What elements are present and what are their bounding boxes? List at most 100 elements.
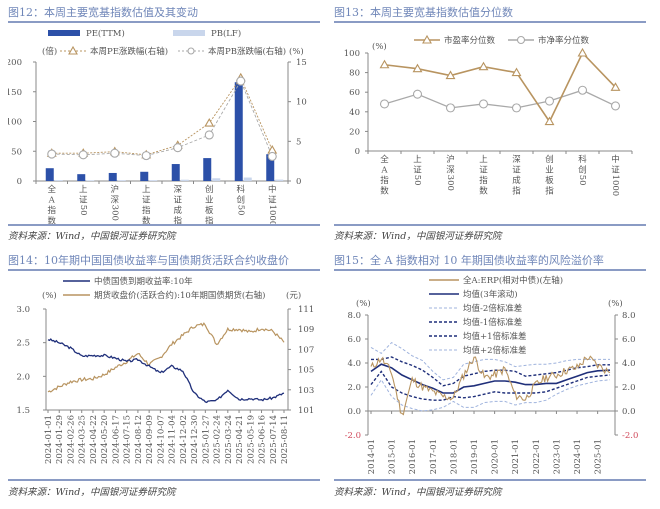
figure-12-chart: PE(TTM) PB(LF) (倍) 本周PE涨跌幅(右轴) 本周PB涨跌幅(右轴) (%… [8,28,307,225]
line-pb-percentile [384,89,616,109]
right-tick-label: 6.0 [622,335,636,345]
figure-title: 图15：全 A 指数相对 10 年期国债收益率的风险溢价率 [334,254,604,267]
figure-title: 图13：本周主要宽基指数估值分位数 [334,6,513,19]
title-divider [334,21,646,23]
line-mean-minus-1sd [370,370,611,401]
point-pb-change [47,149,57,159]
y-tick-label: 40 [349,108,360,118]
bar-pe [234,82,243,181]
x-tick-label: 2025-02-24 [213,415,223,464]
category-label-part: 数 [47,216,56,225]
y-tick-label: 0 [355,147,360,157]
category-label-part: 全 [47,184,56,195]
category-label-part: 业 [545,165,554,176]
legend-pb-chg-marker [187,47,195,55]
category-label-part: 证 [79,196,88,206]
category-label-part: 深 [110,196,119,206]
axis-unit: (%) [372,41,387,52]
x-tick-label: 2017-01 [429,439,439,474]
point-pb-percentile [511,103,522,113]
x-tick-label: 2014-01 [367,439,377,474]
source-note: 资料来源：Wind，中国银河证券研究院 [8,487,176,498]
category-label-part: A [48,196,56,206]
point-pb-change [78,150,88,160]
category-label-part: 上 [142,185,151,195]
category-label-part: 深 [446,166,455,176]
x-tick-label: 2025-01 [594,439,604,474]
legend-pe-swatch [48,30,80,36]
point-pe-percentile [577,47,588,57]
point-pb-percentile [577,85,588,95]
source-divider [334,479,646,481]
left-tick-label: 200 [8,58,22,68]
category-label-part: 中 [611,154,620,165]
legend-futures-label: 期货收盘价(活跃合约):10年期国债期货(右轴) [94,290,265,301]
left-tick-label: 2.0 [347,383,361,393]
line-futures-price [47,322,285,393]
legend-label: 均值-2倍标准差 [463,303,522,314]
right-tick-label: 101 [298,406,314,416]
point-pe-percentile [379,59,390,69]
category-label-part: 数 [142,216,151,225]
point-pb-change [173,143,183,153]
x-tick-label: 2024-12-02 [179,415,189,464]
bar-pb [275,179,284,181]
right-tick-label: 15 [296,58,307,68]
legend-pb-chg-label: 本周PB涨跌幅(右轴) [208,46,286,57]
category-label-part: 50 [412,175,422,186]
title-divider [8,269,320,271]
legend-pe-label: 市盈率分位数 [444,35,496,46]
category-label-part: 证 [142,196,151,206]
category-label-part: 指 [142,205,151,216]
right-axis-unit: (%) [289,46,304,57]
category-label-part: 板 [545,175,554,186]
y-tick-label: 20 [349,127,360,137]
x-tick-label: 2024-11-04 [168,415,178,464]
category-label-part: 创 [545,154,554,165]
x-tick-label: 2021-01 [511,439,521,474]
x-tick-label: 2023-01 [552,439,562,474]
x-tick-label: 2024-05-20 [100,415,110,464]
category-label-part: 指 [47,205,56,216]
x-tick-label: 2025-08-11 [280,415,290,464]
point-pe-percentile [544,116,555,126]
right-tick-label: 10 [296,98,307,108]
category-label-part: 证 [479,166,488,176]
y-tick-label: 80 [349,69,360,79]
point-pb-change [204,130,214,140]
legend-label: 均值+1倍标准差 [463,331,527,342]
x-tick-label: 2025-01-27 [201,415,211,464]
title-divider [8,21,320,23]
bar-pb [149,180,158,181]
category-label-part: 300 [445,175,455,191]
category-label-part: 成 [173,205,182,216]
left-tick-label: 150 [8,88,22,98]
right-tick-label: 8.0 [622,311,636,321]
x-tick-label: 2024-01-01 [44,415,54,464]
y-tick-label: 100 [344,49,360,59]
x-tick-label: 2025-07-14 [269,415,279,464]
category-label-part: 深 [173,185,182,195]
x-tick-label: 2024-06-17 [111,415,121,464]
line-mean-minus-2sd [370,378,611,412]
title-divider [334,269,646,271]
category-label-part: 指 [205,216,214,225]
point-pb-percentile [610,101,621,111]
category-label-part: 50 [235,205,245,216]
source-note: 资料来源：Wind，中国银河证券研究院 [334,231,502,242]
line-mean-plus-2sd [370,341,610,381]
x-tick-label: 2019-01 [470,439,480,474]
figure-title: 图12：本周主要宽基指数估值及其变动 [8,6,198,19]
right-tick-label: 103 [298,386,314,396]
point-pe-percentile [445,70,456,80]
line-pe-percentile [384,51,617,124]
right-tick-label: 105 [298,366,314,376]
x-tick-label: 2024-10-07 [156,415,166,464]
x-tick-label: 2024-09-09 [145,415,155,464]
category-label-part: 指 [545,186,554,197]
right-axis-unit: (元) [286,290,301,301]
bar-pe [203,158,212,181]
category-label-part: 科 [578,154,587,165]
category-label-part: 深 [512,155,521,165]
